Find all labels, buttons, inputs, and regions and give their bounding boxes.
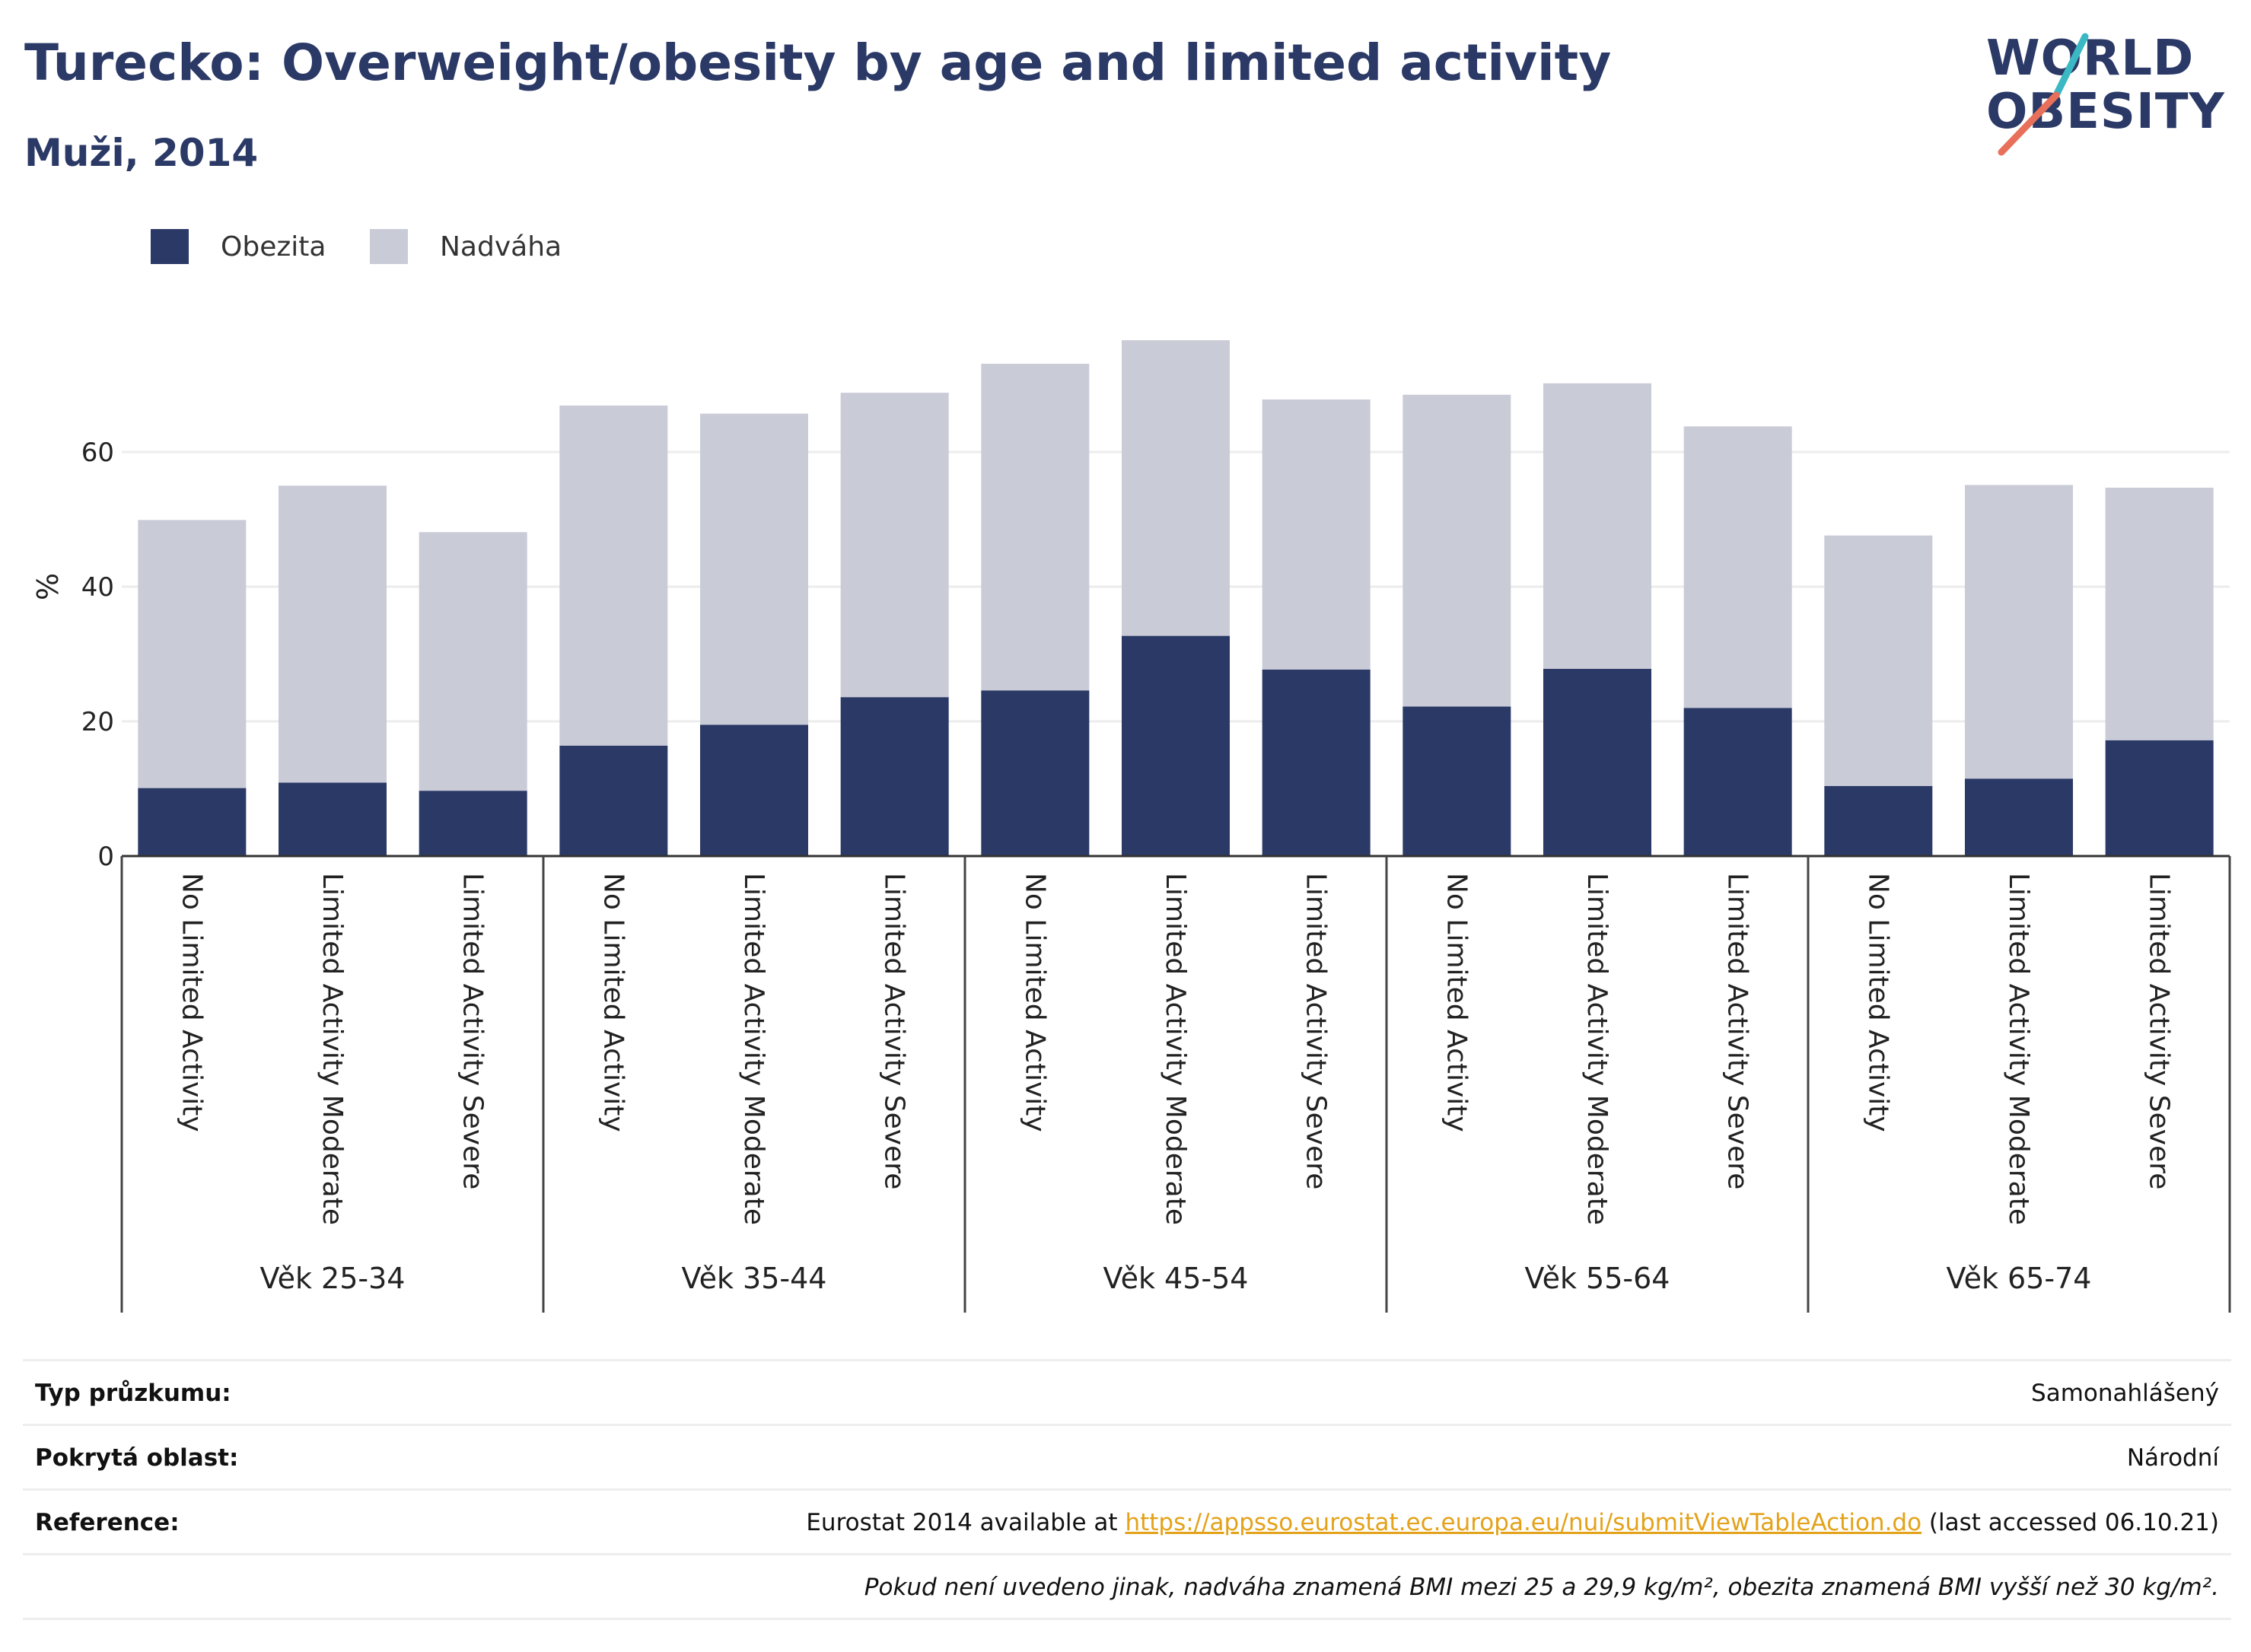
bmi-note: Pokud není uvedeno jinak, nadváha znamen… [864, 1574, 2219, 1601]
y-tick-label: 40 [81, 572, 114, 603]
group-label: Věk 25-34 [260, 1262, 406, 1295]
bar-obezita [1965, 778, 2073, 856]
y-tick-label: 60 [81, 438, 114, 468]
group-label: Věk 35-44 [682, 1262, 827, 1295]
y-axis-label: % [31, 573, 65, 600]
x-tick-label: Limited Activity Severe [2144, 873, 2175, 1189]
bar-obezita [1402, 706, 1511, 856]
bar-nadvaha [1122, 340, 1230, 636]
x-tick-label: No Limited Activity [176, 873, 207, 1132]
world-obesity-logo: WORLD OBESITY [1986, 30, 2237, 160]
info-label: Pokrytá oblast: [35, 1444, 239, 1472]
group-label: Věk 65-74 [1947, 1262, 2092, 1295]
x-tick-label: Limited Activity Severe [1301, 873, 1332, 1189]
stacked-bar-chart: 0 20 40 60% No Limited Activity Limited Activ… [31, 340, 2231, 1313]
bar-nadvaha [840, 393, 949, 698]
info-table: Typ průzkumu: Samonahlášený Pokrytá obla… [23, 1359, 2231, 1620]
x-tick-label: Limited Activity Severe [1722, 873, 1753, 1189]
legend-item-nadvaha: Nadváha [370, 225, 562, 268]
reference-value: Eurostat 2014 available at https://appss… [806, 1509, 2219, 1536]
x-tick-label: No Limited Activity [1862, 873, 1893, 1132]
reference-link[interactable]: https://appsso.eurostat.ec.europa.eu/nui… [1125, 1509, 1922, 1536]
bar-nadvaha [700, 413, 808, 725]
group-label: Věk 45-54 [1103, 1262, 1249, 1295]
bar-obezita [1543, 668, 1651, 856]
y-tick-label: 0 [97, 842, 114, 872]
bar-nadvaha [1543, 383, 1651, 669]
bar-obezita [559, 745, 668, 856]
bar-obezita [700, 724, 808, 856]
x-tick-label: Limited Activity Moderate [1160, 873, 1191, 1225]
reference-suffix: (last accessed 06.10.21) [1921, 1509, 2219, 1536]
bar-nadvaha [419, 532, 527, 791]
group-label: Věk 55-64 [1525, 1262, 1670, 1295]
x-tick-label: No Limited Activity [1441, 873, 1472, 1132]
x-tick-label: Limited Activity Moderate [317, 873, 348, 1225]
bar-nadvaha [1402, 394, 1511, 707]
y-tick-label: 20 [81, 707, 114, 737]
legend-label-obezita: Obezita [221, 231, 326, 263]
bar-nadvaha [2105, 487, 2214, 740]
bar-nadvaha [1683, 426, 1792, 708]
bar-obezita [138, 788, 247, 856]
bar-nadvaha [1965, 485, 2073, 779]
x-tick-label: Limited Activity Moderate [738, 873, 769, 1225]
info-value: Národní [2126, 1444, 2219, 1472]
info-label: Typ průzkumu: [35, 1380, 231, 1407]
legend-label-nadvaha: Nadváha [440, 231, 562, 263]
logo-slash-icon [1998, 33, 2089, 156]
bar-nadvaha [1824, 535, 1933, 786]
info-value: Samonahlášený [2031, 1380, 2219, 1407]
bar-obezita [2105, 740, 2214, 856]
chart-subtitle: Muži, 2014 [24, 131, 259, 175]
bar-obezita [840, 697, 949, 856]
info-row-reference: Reference: Eurostat 2014 available at ht… [23, 1488, 2231, 1553]
logo-line-1: WORLD [1986, 30, 2195, 87]
bar-obezita [1683, 708, 1792, 856]
chart-title: Turecko: Overweight/obesity by age and l… [24, 33, 1612, 92]
bar-obezita [1122, 635, 1230, 856]
info-row-survey-type: Typ průzkumu: Samonahlášený [23, 1359, 2231, 1424]
bar-obezita [279, 782, 387, 856]
x-tick-label: No Limited Activity [1019, 873, 1050, 1132]
legend-item-obezita: Obezita [151, 225, 326, 268]
x-tick-label: Limited Activity Severe [879, 873, 910, 1189]
info-row-coverage: Pokrytá oblast: Národní [23, 1424, 2231, 1488]
info-row-note: Pokud není uvedeno jinak, nadváha znamen… [23, 1553, 2231, 1620]
bar-obezita [1824, 785, 1933, 856]
x-tick-label: Limited Activity Moderate [2003, 873, 2034, 1225]
bar-obezita [981, 690, 1090, 856]
bar-nadvaha [981, 364, 1090, 691]
legend-swatch-nadvaha [370, 229, 408, 264]
x-tick-label: Limited Activity Moderate [1581, 873, 1613, 1225]
reference-prefix: Eurostat 2014 available at [806, 1509, 1126, 1536]
bar-nadvaha [279, 485, 387, 783]
bar-nadvaha [138, 520, 247, 788]
bar-obezita [419, 791, 527, 856]
bar-obezita [1262, 669, 1371, 856]
x-tick-label: Limited Activity Severe [457, 873, 489, 1189]
info-label: Reference: [35, 1509, 180, 1536]
bar-nadvaha [1262, 399, 1371, 670]
bar-nadvaha [559, 405, 668, 746]
legend-swatch-obezita [151, 229, 189, 264]
x-tick-label: No Limited Activity [597, 873, 629, 1132]
